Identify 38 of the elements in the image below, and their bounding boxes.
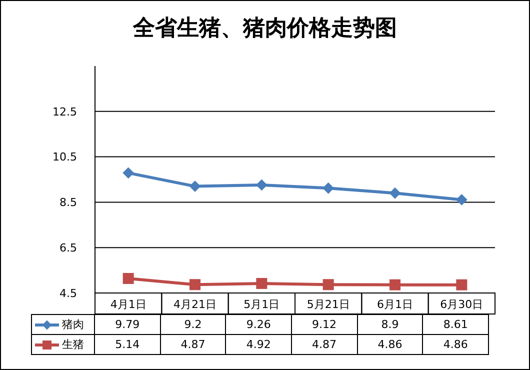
point xyxy=(456,194,468,206)
x-tick-label: 4月21日 xyxy=(174,298,216,311)
x-tick-label: 5月1日 xyxy=(244,298,280,311)
point xyxy=(322,182,334,194)
point xyxy=(390,188,400,199)
data-label: 8.61 xyxy=(422,314,488,334)
point xyxy=(122,272,134,284)
x-tick-label: 4月1日 xyxy=(110,298,146,311)
data-label: 4.92 xyxy=(226,334,292,354)
point xyxy=(190,279,200,290)
data-label: 9.12 xyxy=(291,314,358,334)
point xyxy=(390,279,400,290)
x-tick-label: 6月30日 xyxy=(440,298,484,311)
x-tick-label: 5月21日 xyxy=(306,298,350,311)
data-label: 4.86 xyxy=(422,334,488,354)
data-label: 8.9 xyxy=(357,314,423,334)
point xyxy=(322,279,334,290)
data-label: 5.14 xyxy=(94,334,160,354)
data-label: 9.26 xyxy=(226,314,292,334)
data-label: 4.87 xyxy=(291,334,358,354)
y-tick-label: 12.5 xyxy=(52,105,77,118)
x-tick-label: 6月1日 xyxy=(377,298,413,311)
point xyxy=(256,179,268,190)
y-tick-label: 8.5 xyxy=(60,196,77,210)
point xyxy=(122,167,134,178)
legend-label: 猪肉 xyxy=(62,318,84,331)
point xyxy=(456,279,468,290)
point xyxy=(256,278,268,289)
point xyxy=(190,180,200,192)
y-tick-label: 6.5 xyxy=(60,242,77,255)
data-label: 4.86 xyxy=(357,334,423,354)
chart-title: 全省生猪、猪肉价格走势图 xyxy=(132,15,398,43)
data-label: 4.87 xyxy=(160,334,226,354)
y-tick-label: 10.5 xyxy=(52,150,77,164)
legend-label: 生猪 xyxy=(62,338,84,351)
y-tick-label: 4.5 xyxy=(60,286,77,300)
data-label: 9.2 xyxy=(160,314,226,334)
data-label: 9.79 xyxy=(94,314,160,334)
